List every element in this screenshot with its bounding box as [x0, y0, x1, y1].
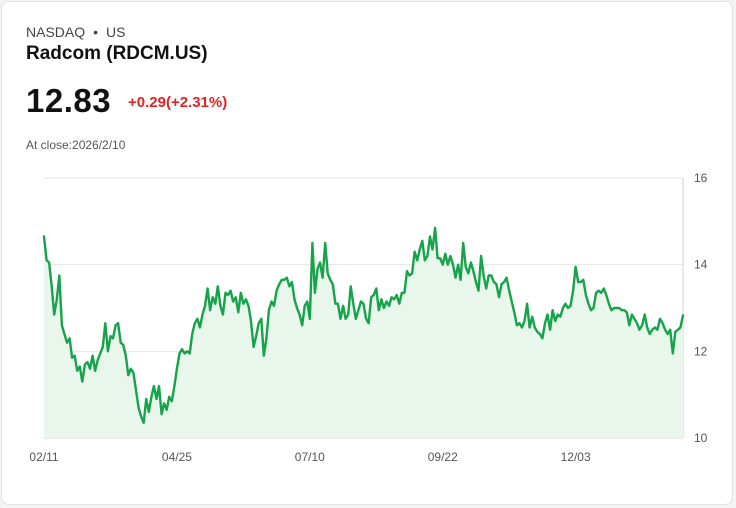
x-tick-label: 09/22 [428, 450, 458, 464]
y-tick-label: 10 [694, 431, 708, 445]
separator-dot: • [93, 24, 99, 40]
y-axis: 16 14 12 10 [694, 171, 708, 445]
y-tick-label: 12 [694, 344, 708, 358]
x-tick-label: 02/11 [29, 450, 58, 464]
exchange-name: NASDAQ [26, 24, 86, 40]
x-tick-label: 07/10 [295, 450, 325, 464]
x-axis: 02/11 04/25 07/10 09/22 12/03 [29, 450, 591, 464]
x-tick-label: 12/03 [561, 450, 591, 464]
price-line [42, 226, 685, 424]
x-tick-label: 04/25 [162, 450, 192, 464]
y-tick-label: 16 [694, 171, 708, 185]
price-area-fill [44, 227, 683, 438]
y-tick-label: 14 [694, 258, 708, 272]
exchange-line: NASDAQ • US [26, 24, 125, 40]
close-time: At close:2026/2/10 [26, 138, 126, 152]
price-change: +0.29(+2.31%) [128, 94, 228, 111]
stock-price: 12.83 [26, 82, 112, 119]
region-name: US [106, 24, 126, 40]
stock-name: Radcom (RDCM.US) [26, 43, 208, 64]
